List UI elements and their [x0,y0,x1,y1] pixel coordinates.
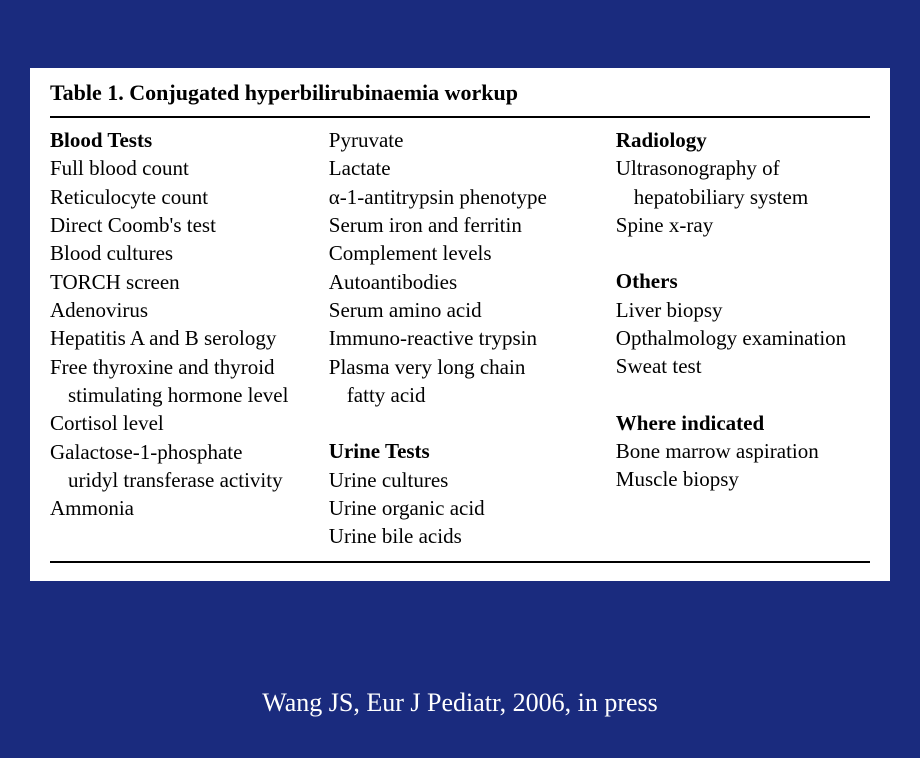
col2-item: Autoantibodies [329,268,616,296]
table-title: Table 1. Conjugated hyperbilirubinaemia … [50,80,870,106]
col2-item: Serum amino acid [329,296,616,324]
col3-item: Muscle biopsy [616,465,870,493]
col2-item: Plasma very long chain [329,353,616,381]
col1-item: Adenovirus [50,296,329,324]
col3-item: Opthalmology examination [616,324,870,352]
col3-item-indent: hepatobiliary system [616,183,870,211]
col1-item: Cortisol level [50,409,329,437]
col1-item: Hepatitis A and B serology [50,324,329,352]
table-box: Table 1. Conjugated hyperbilirubinaemia … [30,68,890,581]
spacer [616,381,870,409]
col2-item: Serum iron and ferritin [329,211,616,239]
col3-item: Liver biopsy [616,296,870,324]
col3-item: Ultrasonography of [616,154,870,182]
col2-item: Urine organic acid [329,494,616,522]
col3-item: Spine x-ray [616,211,870,239]
col1-item-indent: stimulating hormone level [50,381,329,409]
col1-header: Blood Tests [50,126,329,154]
col3-item: Sweat test [616,352,870,380]
col3-header3: Where indicated [616,409,870,437]
col1-item: Ammonia [50,494,329,522]
spacer [616,239,870,267]
col2-item-indent: fatty acid [329,381,616,409]
column-3: Radiology Ultrasonography of hepatobilia… [616,126,870,551]
col2-item: Immuno-reactive trypsin [329,324,616,352]
col1-item: TORCH screen [50,268,329,296]
citation-text: Wang JS, Eur J Pediatr, 2006, in press [0,688,920,718]
col1-item: Reticulocyte count [50,183,329,211]
table-rule-top [50,116,870,118]
table-columns: Blood Tests Full blood count Reticulocyt… [50,126,870,551]
col2-item: Complement levels [329,239,616,267]
col2-item: α-1-antitrypsin phenotype [329,183,616,211]
col1-item: Galactose-1-phosphate [50,438,329,466]
col2-header2: Urine Tests [329,437,616,465]
col3-header1: Radiology [616,126,870,154]
col1-item: Free thyroxine and thyroid [50,353,329,381]
spacer [329,409,616,437]
table-rule-bottom [50,561,870,563]
col1-item-indent: uridyl transferase activity [50,466,329,494]
col2-item: Lactate [329,154,616,182]
col1-item: Direct Coomb's test [50,211,329,239]
slide-container: Table 1. Conjugated hyperbilirubinaemia … [0,68,920,758]
column-2: Pyruvate Lactate α-1-antitrypsin phenoty… [329,126,616,551]
col2-item: Urine bile acids [329,522,616,550]
col2-item: Pyruvate [329,126,616,154]
col3-header2: Others [616,267,870,295]
col1-item: Blood cultures [50,239,329,267]
column-1: Blood Tests Full blood count Reticulocyt… [50,126,329,551]
col2-item: Urine cultures [329,466,616,494]
col3-item: Bone marrow aspiration [616,437,870,465]
col1-item: Full blood count [50,154,329,182]
